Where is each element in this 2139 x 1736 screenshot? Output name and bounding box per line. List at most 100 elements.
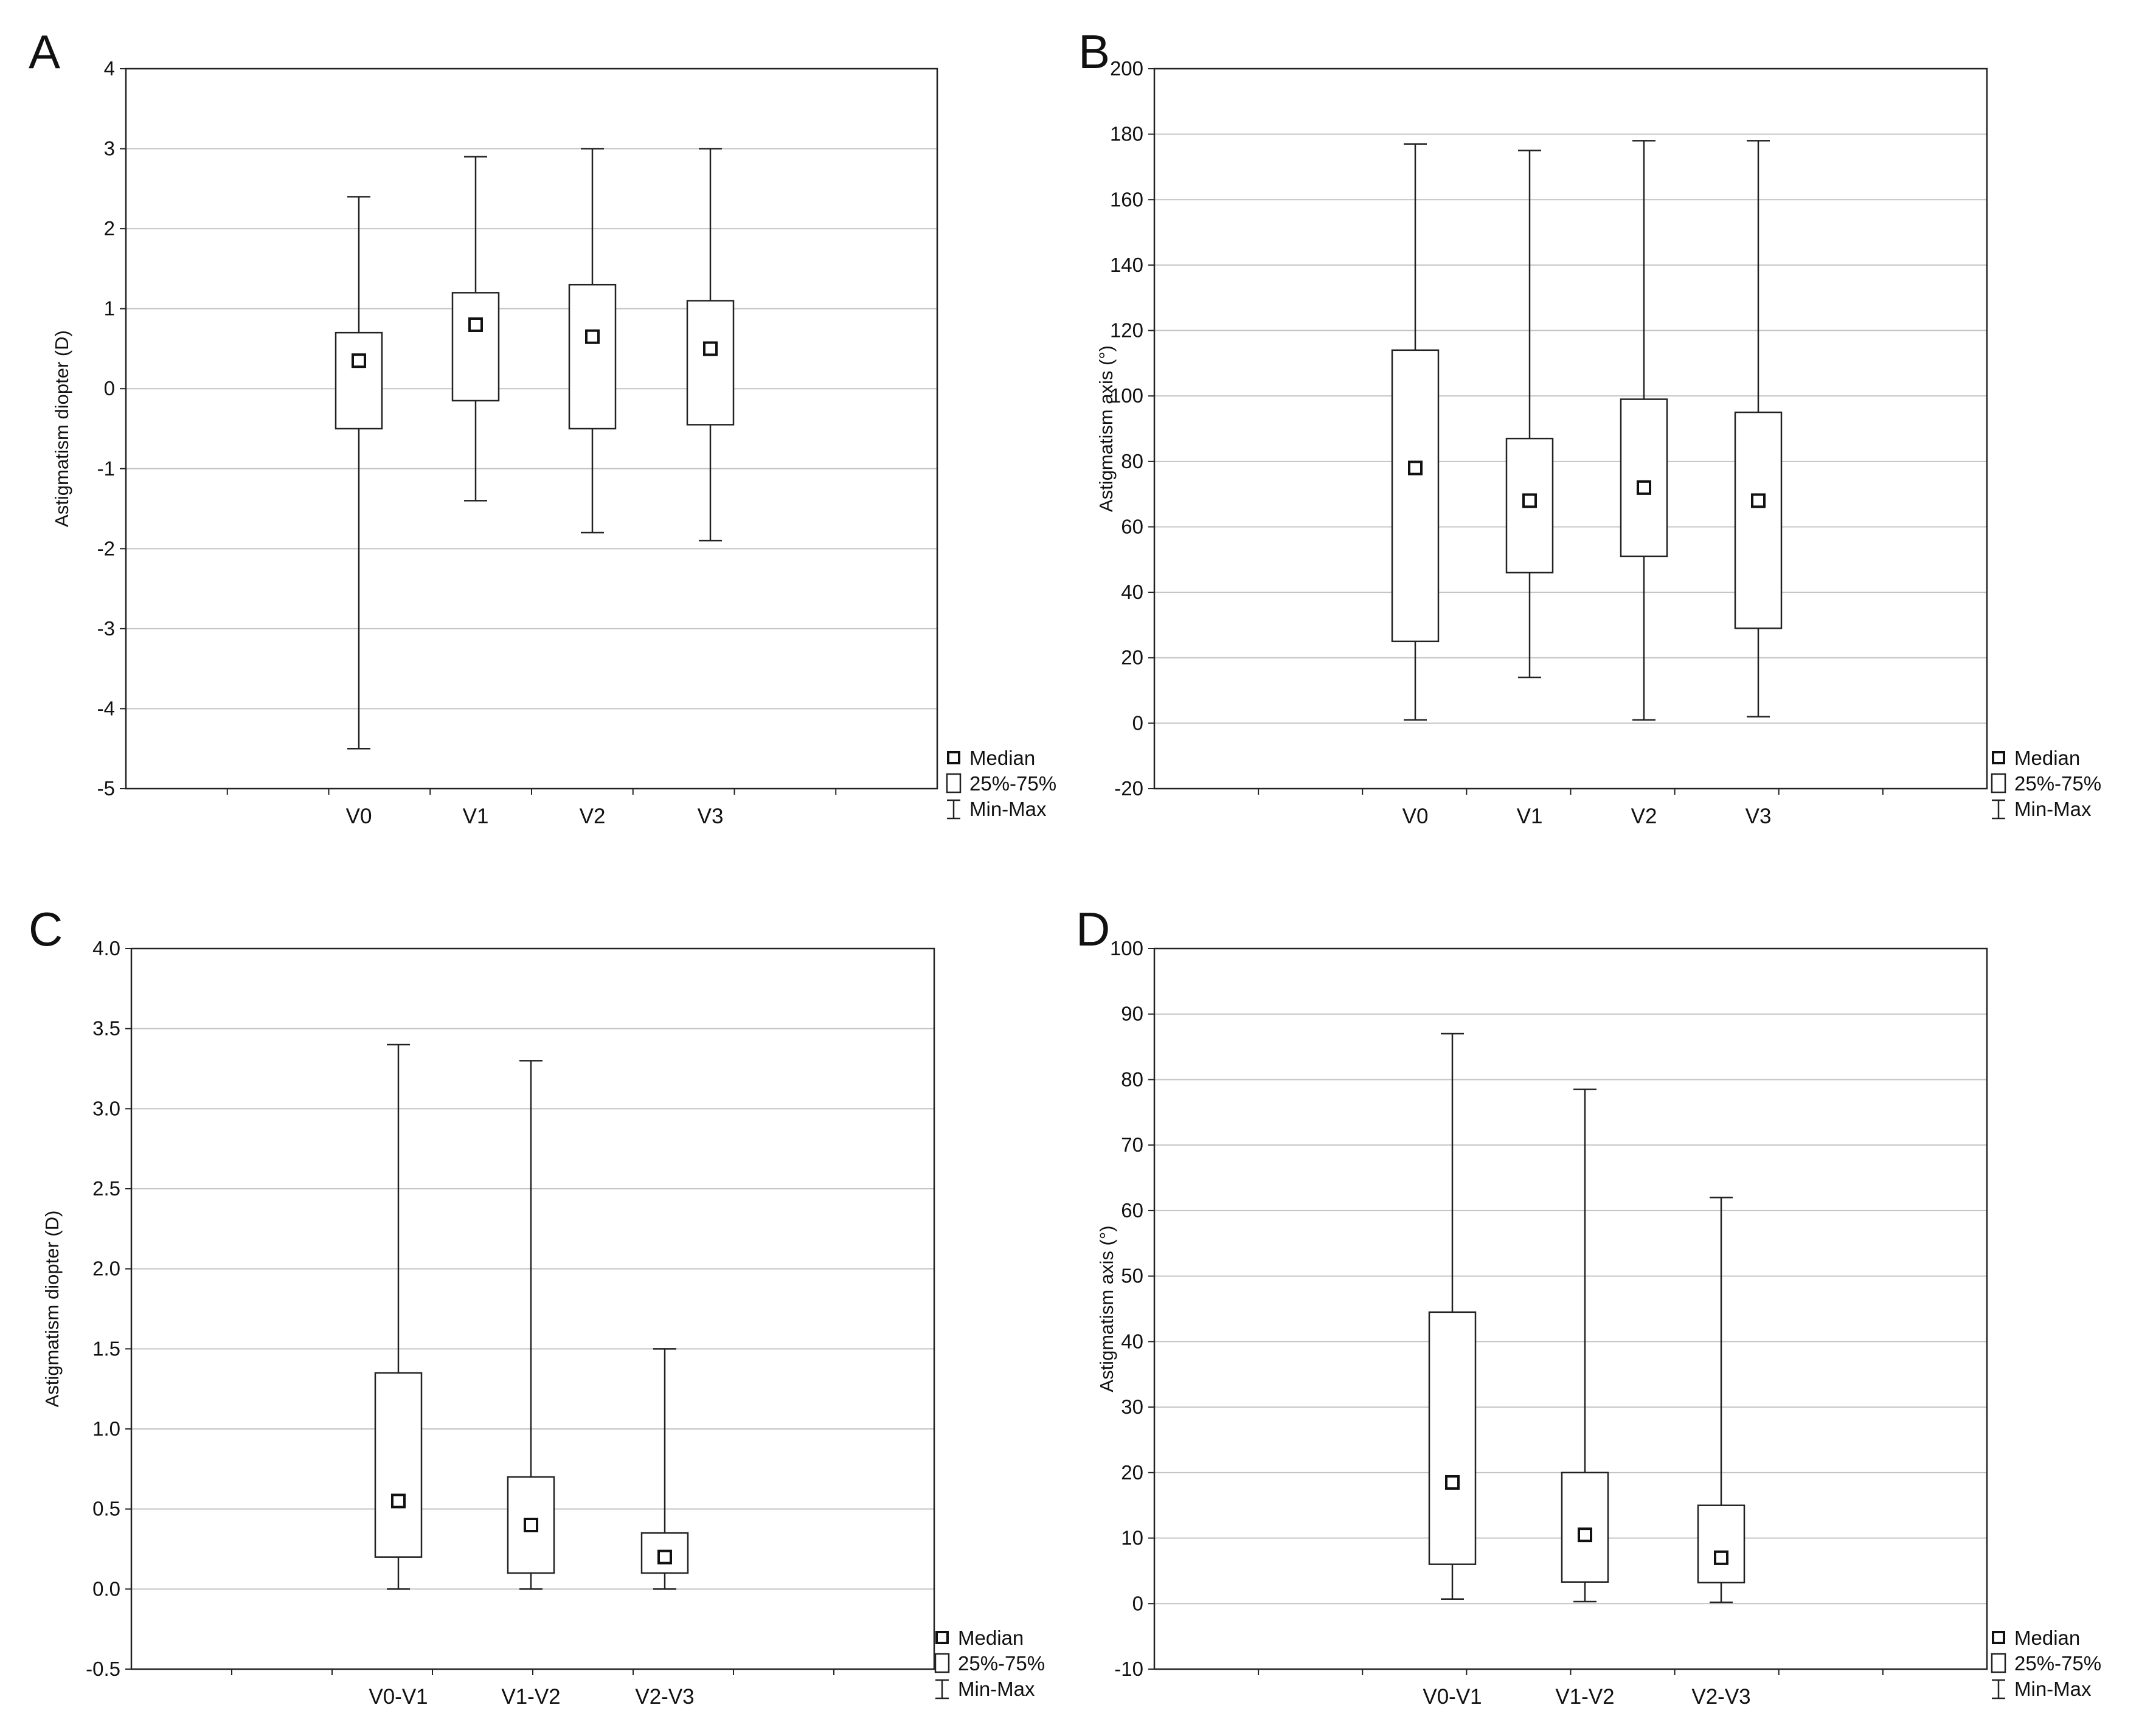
legend-whisker-label: Min-Max [958, 1678, 1035, 1700]
legend-median-label: Median [2014, 747, 2080, 769]
legend-box-label: 25%-75% [958, 1652, 1045, 1675]
x-category-label: V2 [1631, 804, 1657, 828]
y-tick-label: 60 [1121, 1199, 1143, 1222]
legend-median-label: Median [2014, 1627, 2080, 1649]
y-tick-label: 50 [1121, 1265, 1143, 1287]
y-tick-label: 70 [1121, 1133, 1143, 1156]
x-category-label: V1-V2 [1555, 1685, 1614, 1709]
median-marker [468, 317, 483, 332]
y-tick-label: 0 [104, 377, 115, 399]
x-category-label: V0 [1402, 804, 1429, 828]
legend-box-icon [1991, 1653, 2006, 1673]
y-axis-title: Astigmatism axis (°) [1096, 1225, 1117, 1392]
y-tick-label: 1.0 [92, 1417, 120, 1440]
y-tick-label: 10 [1121, 1527, 1143, 1549]
median-marker [1578, 1527, 1592, 1543]
y-axis-title: Astigmatism axis (°) [1095, 345, 1117, 512]
y-tick-label: 20 [1121, 646, 1143, 669]
y-tick-label: 0.5 [92, 1498, 120, 1520]
y-tick-label: -20 [1114, 777, 1143, 800]
box-v3 [1734, 140, 1783, 718]
y-tick-label: 100 [1110, 384, 1143, 407]
box-v0 [335, 196, 383, 750]
iqr-box [451, 292, 500, 402]
plot-frame [130, 947, 935, 1670]
y-tick-label: 3.5 [92, 1017, 120, 1040]
y-tick-label: 100 [1110, 937, 1143, 960]
legend-whisker-label: Min-Max [2014, 798, 2092, 820]
y-tick-label: 3.0 [92, 1097, 120, 1119]
median-marker [585, 329, 600, 344]
median-marker [524, 1518, 538, 1532]
x-category-label: V2-V3 [635, 1685, 694, 1709]
box-v0-v1 [374, 1043, 423, 1590]
y-tick-label: 0 [1132, 711, 1143, 734]
y-tick-label: 2 [104, 217, 115, 240]
plot-frame [1153, 67, 1988, 790]
box-v1-v2 [1561, 1088, 1609, 1603]
legend-box-icon [1991, 773, 2006, 794]
median-marker [1408, 460, 1423, 475]
box-v0 [1391, 143, 1440, 721]
y-tick-label: 1 [104, 297, 115, 320]
y-tick-label: 120 [1110, 319, 1143, 342]
box-v1-v2 [507, 1060, 555, 1590]
legend-box-label: 25%-75% [969, 772, 1056, 795]
x-category-label: V2-V3 [1691, 1685, 1750, 1709]
x-category-label: V3 [1746, 804, 1772, 828]
median-marker [1445, 1475, 1460, 1490]
median-marker [352, 353, 366, 368]
box-v2-v3 [1697, 1197, 1746, 1603]
y-tick-label: -3 [97, 617, 115, 640]
y-tick-label: 80 [1121, 1068, 1143, 1090]
median-marker [703, 341, 718, 356]
y-tick-label: 20 [1121, 1461, 1143, 1484]
box-v1 [451, 156, 500, 502]
iqr-box [1391, 349, 1440, 643]
panel-letter: D [1076, 902, 1110, 956]
box-v2 [568, 148, 617, 534]
y-tick-label: 40 [1121, 581, 1143, 603]
legend: Median 25%-75% Min-Max [1991, 747, 2101, 820]
y-tick-label: 60 [1121, 515, 1143, 538]
box-v0-v1 [1428, 1032, 1477, 1600]
y-tick-label: 0.0 [92, 1577, 120, 1600]
legend-box-icon [946, 773, 962, 794]
y-tick-label: -10 [1114, 1658, 1143, 1680]
x-category-label: V0 [346, 804, 372, 828]
box-v2 [1620, 140, 1668, 721]
legend-whisker-label: Min-Max [2014, 1678, 2092, 1700]
panel-a: A 4 3 2 1 0 -1 -2 -3 -4 -5 Astigmatism diopter (D) V… [29, 25, 1056, 828]
plot-frame [125, 67, 938, 790]
y-tick-label: 4.0 [92, 937, 120, 960]
y-tick-label: 200 [1110, 57, 1143, 80]
y-tick-label: 4 [104, 57, 115, 80]
plot-frame [1153, 947, 1988, 1670]
legend-box-label: 25%-75% [2014, 772, 2101, 795]
panel-letter: C [29, 902, 63, 956]
median-marker [1714, 1550, 1728, 1565]
legend-median-icon [935, 1631, 949, 1644]
box-v1 [1505, 150, 1554, 679]
median-marker [391, 1493, 406, 1509]
iqr-box [374, 1372, 423, 1558]
legend-median-icon [1992, 1631, 2005, 1644]
legend-median-icon [947, 751, 960, 764]
y-axis-title: Astigmatism diopter (D) [41, 1211, 63, 1408]
legend-median-label: Median [969, 747, 1035, 769]
y-tick-label: 40 [1121, 1330, 1143, 1352]
y-tick-label: 80 [1121, 450, 1143, 472]
y-tick-label: 3 [104, 137, 115, 160]
y-tick-label: -5 [97, 777, 115, 800]
y-tick-label: 160 [1110, 188, 1143, 210]
box-v2-v3 [640, 1348, 689, 1590]
x-category-label: V1 [1517, 804, 1543, 828]
y-tick-label: 140 [1110, 254, 1143, 276]
y-tick-label: -4 [97, 697, 115, 719]
x-category-label: V0-V1 [369, 1685, 428, 1709]
iqr-box [568, 283, 617, 430]
iqr-box [686, 300, 735, 426]
y-tick-label: 2.0 [92, 1257, 120, 1280]
